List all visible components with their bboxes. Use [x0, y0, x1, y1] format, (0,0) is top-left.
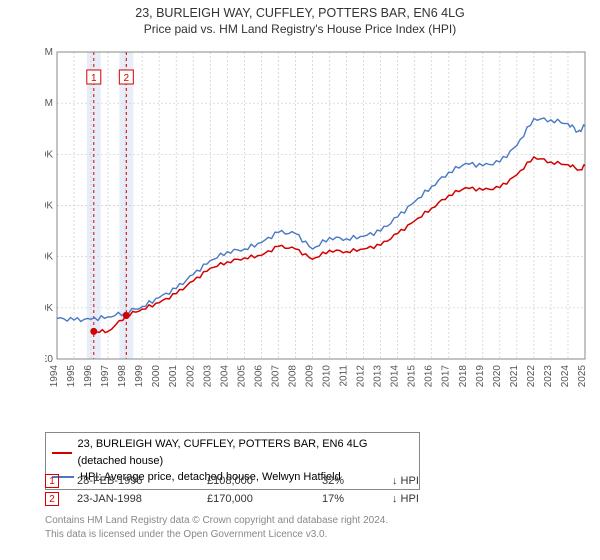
marker-number-icon: 1	[45, 474, 59, 488]
legend-label: 23, BURLEIGH WAY, CUFFLEY, POTTERS BAR, …	[78, 436, 414, 469]
footer-attribution: Contains HM Land Registry data © Crown c…	[45, 514, 388, 541]
marker-row: 1 28-FEB-1996 £108,000 32% ↓ HPI	[45, 472, 545, 490]
svg-text:2023: 2023	[543, 365, 554, 388]
svg-text:2015: 2015	[407, 365, 418, 388]
marker-direction: ↓ HPI	[392, 493, 452, 505]
svg-text:2005: 2005	[236, 365, 247, 388]
svg-text:2016: 2016	[424, 365, 435, 388]
legend-swatch	[52, 452, 72, 454]
marker-pct: 17%	[322, 493, 392, 505]
svg-text:£200K: £200K	[45, 303, 53, 314]
svg-text:2025: 2025	[577, 365, 588, 388]
svg-text:2022: 2022	[526, 365, 537, 388]
svg-text:2010: 2010	[322, 365, 333, 388]
svg-text:2004: 2004	[219, 365, 230, 388]
chart-container: 23, BURLEIGH WAY, CUFFLEY, POTTERS BAR, …	[0, 0, 600, 560]
marker-row: 2 23-JAN-1998 £170,000 17% ↓ HPI	[45, 490, 545, 508]
svg-text:2001: 2001	[168, 365, 179, 388]
svg-text:£800K: £800K	[45, 149, 53, 160]
marker-price: £108,000	[207, 475, 322, 487]
title-address: 23, BURLEIGH WAY, CUFFLEY, POTTERS BAR, …	[0, 6, 600, 20]
svg-text:1: 1	[91, 73, 97, 84]
marker-pct: 32%	[322, 475, 392, 487]
svg-text:1999: 1999	[134, 365, 145, 388]
title-subtitle: Price paid vs. HM Land Registry's House …	[0, 22, 600, 36]
svg-text:2007: 2007	[270, 365, 281, 388]
svg-text:2013: 2013	[373, 365, 384, 388]
svg-text:2019: 2019	[475, 365, 486, 388]
svg-text:2021: 2021	[509, 365, 520, 388]
line-chart-svg: £0 £200K £400K £600K £800K £1M £1.2M 1994 1995 19…	[45, 44, 590, 394]
svg-text:1995: 1995	[66, 365, 77, 388]
marker-date: 28-FEB-1996	[77, 475, 207, 487]
svg-text:£600K: £600K	[45, 201, 53, 212]
svg-text:1994: 1994	[49, 365, 60, 388]
svg-text:2017: 2017	[441, 365, 452, 388]
footer-line: This data is licensed under the Open Gov…	[45, 528, 388, 542]
svg-text:2014: 2014	[390, 365, 401, 388]
svg-text:2009: 2009	[304, 365, 315, 388]
svg-text:2020: 2020	[492, 365, 503, 388]
svg-text:2011: 2011	[339, 365, 350, 387]
svg-text:£1.2M: £1.2M	[45, 47, 53, 58]
svg-text:2000: 2000	[151, 365, 162, 388]
svg-text:2003: 2003	[202, 365, 213, 388]
svg-text:2018: 2018	[458, 365, 469, 388]
marker-price: £170,000	[207, 493, 322, 505]
svg-text:2: 2	[124, 73, 130, 84]
footer-line: Contains HM Land Registry data © Crown c…	[45, 514, 388, 528]
marker-direction: ↓ HPI	[392, 475, 452, 487]
marker-date: 23-JAN-1998	[77, 493, 207, 505]
svg-text:2012: 2012	[356, 365, 367, 388]
svg-text:2024: 2024	[560, 365, 571, 388]
svg-text:£400K: £400K	[45, 252, 53, 263]
svg-text:1997: 1997	[100, 365, 111, 388]
title-block: 23, BURLEIGH WAY, CUFFLEY, POTTERS BAR, …	[0, 0, 600, 36]
svg-text:1998: 1998	[117, 365, 128, 388]
marker-number-icon: 2	[45, 492, 59, 506]
svg-text:2008: 2008	[287, 365, 298, 388]
svg-text:£0: £0	[45, 354, 53, 365]
marker-table: 1 28-FEB-1996 £108,000 32% ↓ HPI 2 23-JA…	[45, 472, 545, 508]
svg-text:£1M: £1M	[45, 98, 53, 109]
svg-text:2002: 2002	[185, 365, 196, 388]
legend-item: 23, BURLEIGH WAY, CUFFLEY, POTTERS BAR, …	[52, 436, 413, 469]
svg-text:2006: 2006	[253, 365, 264, 388]
chart-area: £0 £200K £400K £600K £800K £1M £1.2M 1994 1995 19…	[45, 44, 590, 394]
svg-text:1996: 1996	[83, 365, 94, 388]
